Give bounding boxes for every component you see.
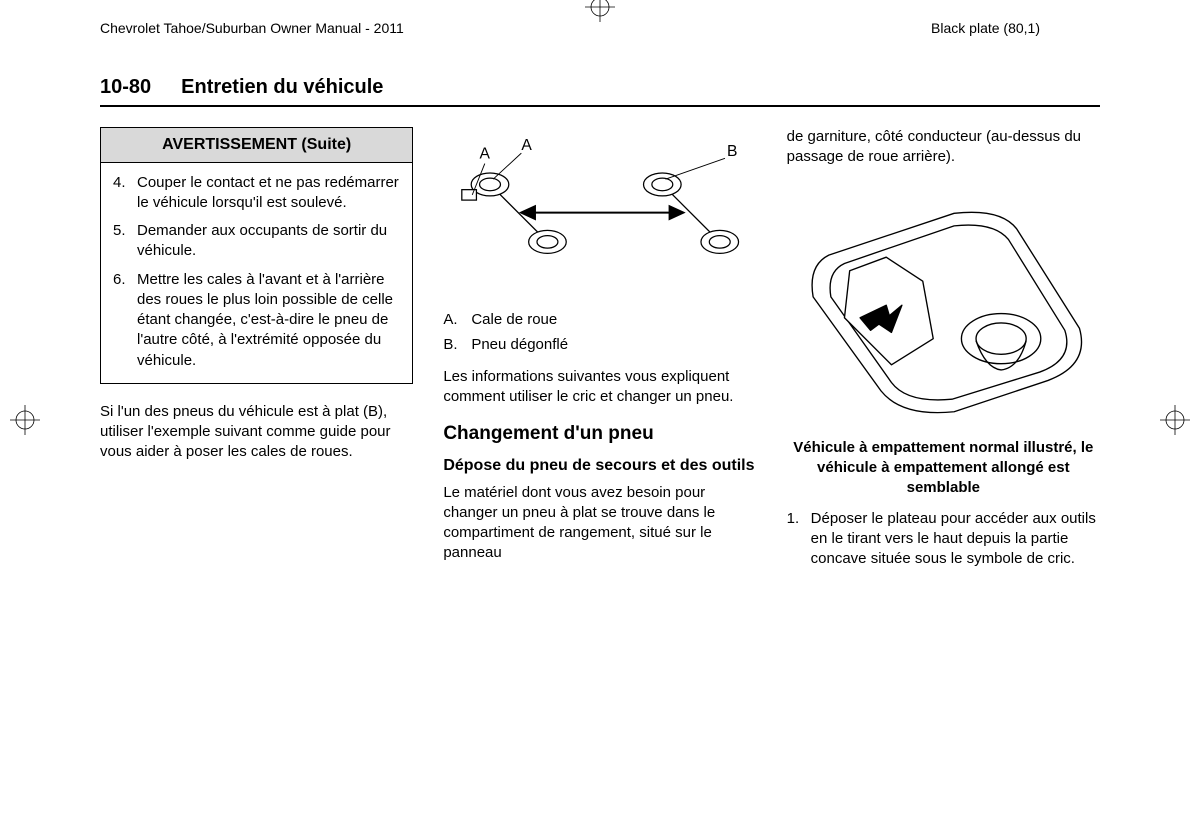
legend-item: A. Cale de roue [443, 310, 756, 330]
header-right-text: Black plate (80,1) [570, 20, 1100, 36]
column-2: A A B A. Cale de roue B. Pneu dégonflé L… [443, 127, 756, 578]
warning-item: 5. Demander aux occupants de sortir du v… [113, 221, 400, 262]
list-item-num: 1. [787, 509, 811, 570]
list-item: 1. Déposer le plateau pour accéder aux o… [787, 509, 1100, 570]
col2-subheading: Dépose du pneu de secours et des outils [443, 455, 756, 477]
list-item-text: Déposer le plateau pour accéder aux outi… [811, 509, 1100, 570]
legend-text: Pneu dégonflé [471, 335, 568, 355]
legend-letter: B. [443, 335, 471, 355]
warning-item: 4. Couper le contact et ne pas redémarre… [113, 173, 400, 214]
header-left-text: Chevrolet Tahoe/Suburban Owner Manual - … [100, 20, 570, 36]
col2-heading: Changement d'un pneu [443, 421, 756, 447]
legend-item: B. Pneu dégonflé [443, 335, 756, 355]
crop-mark-left-icon [10, 405, 40, 435]
legend-text: Cale de roue [471, 310, 557, 330]
warning-title: AVERTISSEMENT (Suite) [101, 128, 412, 163]
diagram-label-b: B [727, 143, 737, 160]
warning-item-num: 5. [113, 221, 137, 262]
storage-compartment-diagram [787, 182, 1100, 422]
col2-para1: Les informations suivantes vous explique… [443, 367, 756, 408]
col1-paragraph: Si l'un des pneus du véhicule est à plat… [100, 402, 413, 463]
crop-mark-right-icon [1160, 405, 1190, 435]
col3-para1: de garniture, côté conducteur (au-dessus… [787, 127, 1100, 168]
warning-item-text: Mettre les cales à l'avant et à l'arrièr… [137, 270, 400, 371]
crop-mark-top-icon [585, 0, 615, 22]
figure-caption: Véhicule à empattement normal illustré, … [787, 438, 1100, 499]
warning-item-text: Couper le contact et ne pas redémarrer l… [137, 173, 400, 214]
warning-item: 6. Mettre les cales à l'avant et à l'arr… [113, 270, 400, 371]
page-number: 10-80 [100, 76, 151, 99]
legend-letter: A. [443, 310, 471, 330]
wheel-chock-diagram: A A B [443, 127, 756, 294]
warning-item-text: Demander aux occupants de sortir du véhi… [137, 221, 400, 262]
column-3: de garniture, côté conducteur (au-dessus… [787, 127, 1100, 578]
diagram-label-a1: A [480, 145, 491, 162]
section-title: Entretien du véhicule [181, 76, 383, 99]
warning-box: AVERTISSEMENT (Suite) 4. Couper le conta… [100, 127, 413, 384]
warning-item-num: 4. [113, 173, 137, 214]
diagram-label-a2: A [522, 137, 533, 154]
col2-para2: Le matériel dont vous avez besoin pour c… [443, 483, 756, 564]
warning-item-num: 6. [113, 270, 137, 371]
column-1: AVERTISSEMENT (Suite) 4. Couper le conta… [100, 127, 413, 578]
